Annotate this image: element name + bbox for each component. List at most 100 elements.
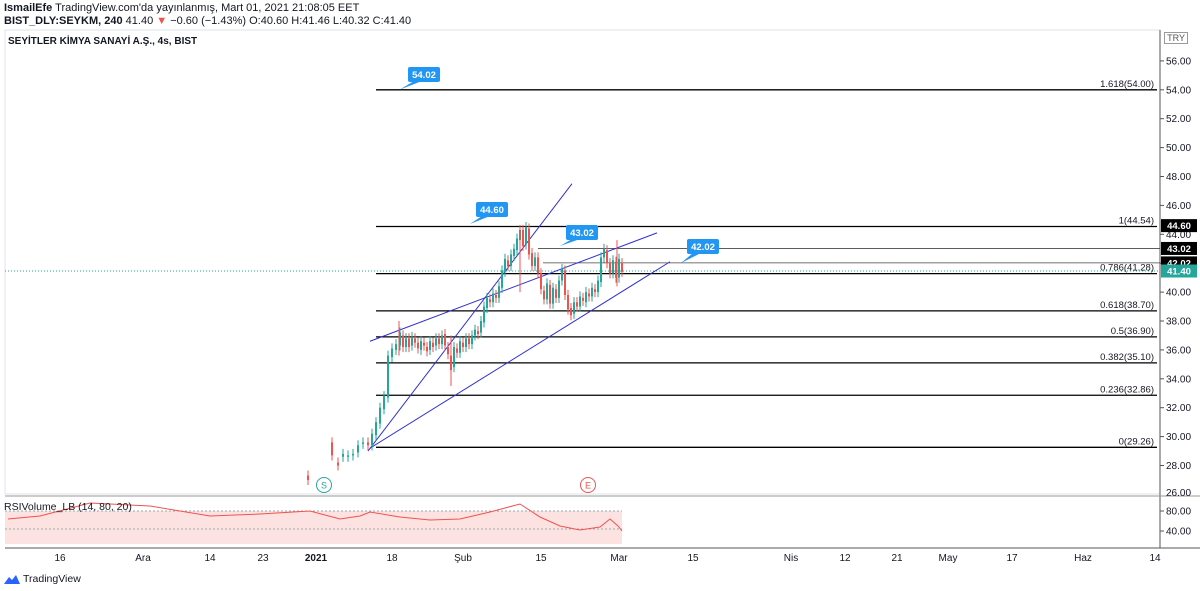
candle (426, 341, 428, 357)
candle (558, 275, 560, 303)
candle-body (483, 306, 485, 323)
candle-body (307, 475, 309, 480)
candle-body (371, 433, 373, 446)
candle-body (375, 422, 377, 436)
candle (447, 341, 449, 360)
candle-body (447, 347, 449, 355)
candle (564, 265, 566, 301)
last-price: 41.40 (125, 15, 154, 27)
candle-body (367, 442, 369, 446)
x-tick-label: 12 (839, 553, 851, 564)
candle-body (486, 297, 488, 308)
price-change: −0.60 (−1.43%) (170, 15, 247, 27)
fib-level-label: 0.236(32.86) (1100, 384, 1154, 395)
candle-body (441, 335, 443, 345)
candle (507, 255, 509, 272)
candle (331, 437, 333, 461)
candle (531, 248, 533, 272)
candle-body (342, 453, 344, 457)
candle-body (516, 238, 518, 251)
candle (501, 265, 503, 293)
candle (465, 333, 467, 353)
candle (483, 301, 485, 328)
indicator-legend[interactable]: RSIVolume_LB (14, 80, 20) (4, 501, 132, 513)
candle (429, 336, 431, 355)
callout-box (476, 202, 508, 217)
candle (414, 333, 416, 348)
author-name: IsmailEfe (4, 2, 53, 14)
candle-body (495, 294, 497, 298)
candle (597, 275, 599, 298)
candle-body (621, 263, 623, 272)
candle-body (399, 332, 401, 346)
candle (352, 448, 354, 461)
callout-54: 54.02 (400, 67, 440, 90)
candle-body (477, 331, 479, 335)
candle (498, 281, 500, 303)
candle (399, 327, 401, 351)
candle (510, 249, 512, 272)
candle-body (471, 335, 473, 345)
candle (603, 243, 605, 263)
candle-body (528, 228, 530, 255)
candle (618, 253, 620, 283)
candle-body (591, 287, 593, 297)
candle-body (606, 250, 608, 264)
candle-body (525, 227, 527, 245)
y-tick-label: 48.00 (1166, 172, 1191, 183)
candle-body (429, 341, 431, 350)
candle-body (531, 253, 533, 267)
candle (462, 337, 464, 353)
candle (477, 326, 479, 340)
session-marker: S (316, 477, 332, 493)
candle-body (408, 338, 410, 348)
candle (540, 268, 542, 295)
price-pane (4, 29, 1161, 495)
price-tag: 44.60 (1161, 219, 1197, 233)
candle-body (468, 338, 470, 345)
candle (609, 258, 611, 279)
candle (543, 285, 545, 305)
currency-label[interactable]: TRY (1164, 32, 1188, 44)
candle-body (546, 283, 548, 300)
y-tick-label: 56.00 (1166, 56, 1191, 67)
x-tick-label: 14 (204, 553, 216, 564)
candle (307, 470, 309, 486)
candle (391, 343, 393, 363)
channel-line (369, 232, 658, 342)
candle-body (549, 284, 551, 304)
candle-body (609, 263, 611, 274)
candle (441, 330, 443, 350)
tradingview-footer[interactable]: TradingView (4, 573, 81, 585)
x-tick-label: Haz (1074, 553, 1092, 564)
price-tag-label: 43.02 (1167, 244, 1191, 255)
candle-body (383, 396, 385, 410)
callout-44-60: 44.60 (470, 202, 508, 224)
candle-body (585, 292, 587, 303)
price-tag-box (1161, 264, 1197, 278)
candle (495, 289, 497, 303)
candle-body (510, 254, 512, 267)
candle-body (331, 442, 333, 456)
rsi-line (7, 502, 623, 532)
candle (395, 339, 397, 355)
candle-body (492, 293, 494, 303)
y-tick-label: 40.00 (1166, 288, 1191, 299)
candle (588, 288, 590, 302)
candle-body (357, 445, 359, 453)
candle (423, 337, 425, 351)
candle-body (543, 290, 545, 300)
candle-body (564, 270, 566, 295)
candle (606, 245, 608, 269)
candle-body (513, 248, 515, 256)
candle-body (540, 273, 542, 290)
symbol-name: BIST_DLY:SEYKM, 240 (4, 15, 123, 27)
candle (438, 333, 440, 350)
candle (375, 417, 377, 441)
candle-body (522, 229, 524, 246)
candle-body (387, 355, 389, 398)
candle-body (337, 462, 339, 466)
x-tick-label: 17 (1006, 553, 1018, 564)
y-tick-label: 28.00 (1166, 461, 1191, 472)
